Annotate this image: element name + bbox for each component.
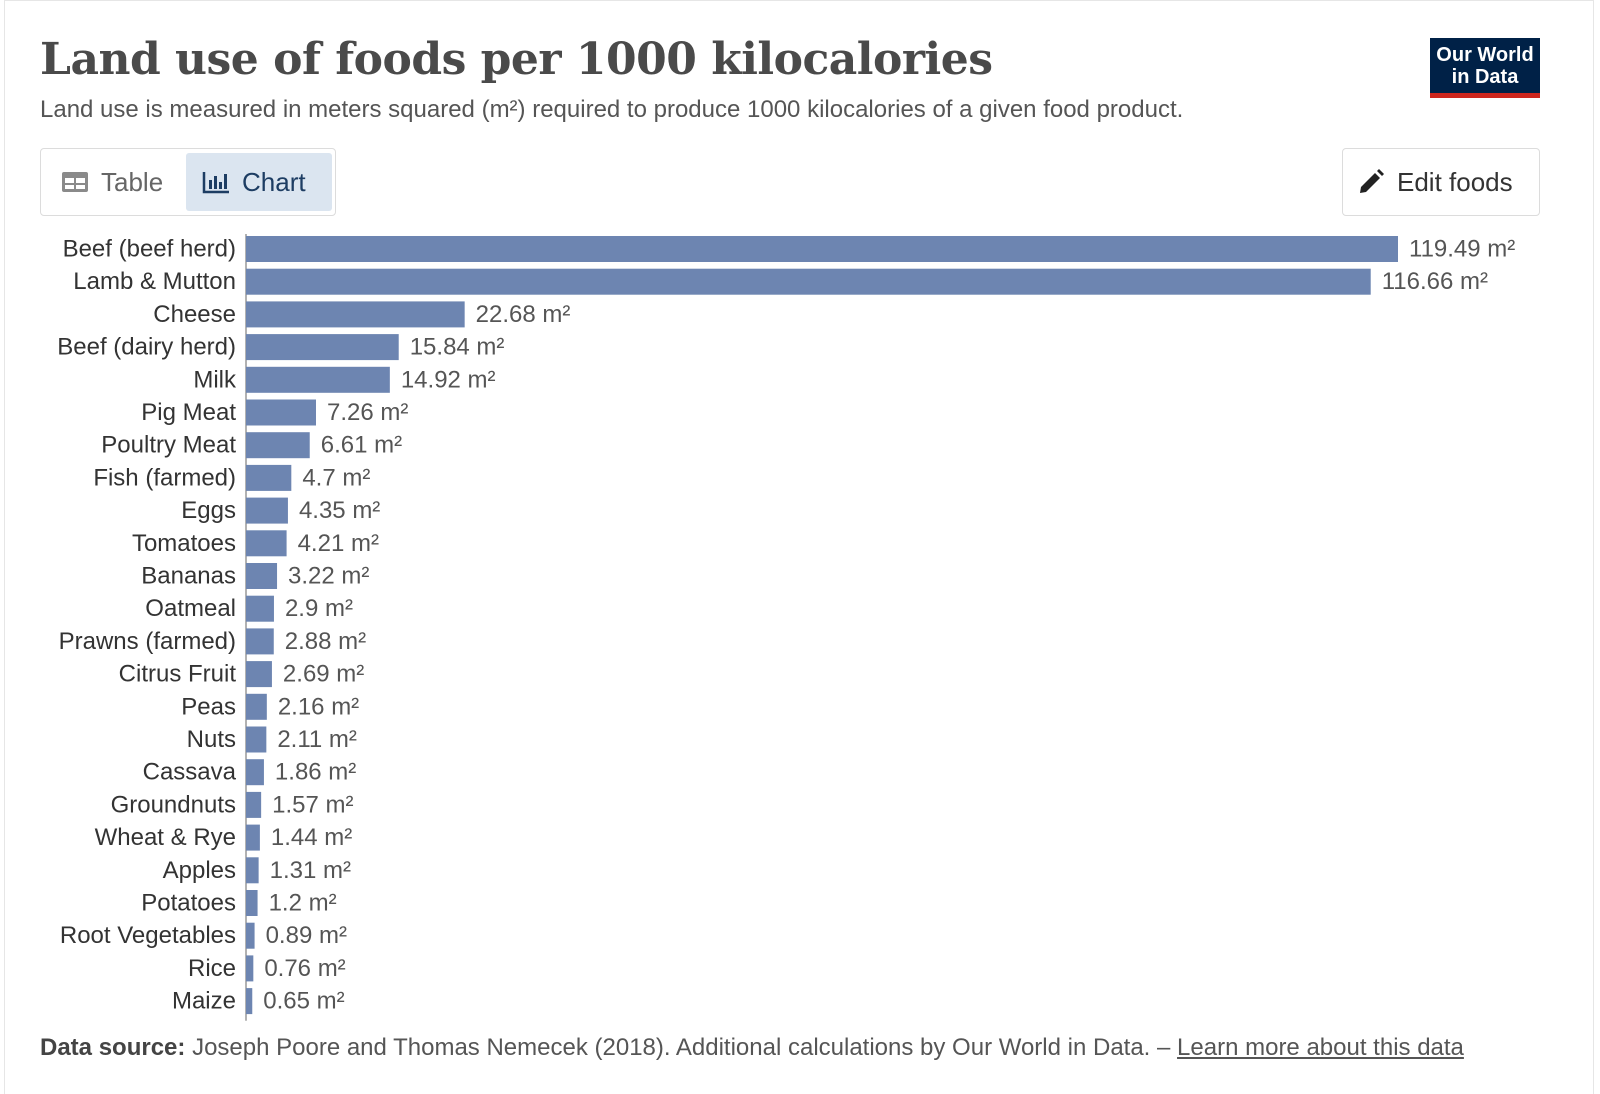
tab-table-label: Table [101, 166, 164, 197]
bar[interactable] [246, 464, 292, 491]
value-label: 116.66 m² [1382, 268, 1488, 295]
bar[interactable] [246, 301, 465, 328]
bar[interactable] [246, 399, 316, 426]
category-label: Cassava [143, 759, 237, 786]
bar[interactable] [246, 628, 274, 655]
value-label: 2.16 m² [278, 693, 359, 720]
bar[interactable] [246, 955, 254, 982]
bar-chart: Beef (beef herd) 119.49 m² Lamb & Mutton 11… [57, 234, 1515, 1021]
category-label: Potatoes [141, 890, 236, 917]
chart-title: Land use of foods per 1000 kilocalories [40, 34, 993, 85]
bar[interactable] [246, 563, 278, 589]
pencil-icon [1360, 169, 1384, 193]
bar-chart-icon [202, 172, 229, 194]
category-label: Bananas [141, 563, 236, 590]
category-label: Maize [172, 988, 236, 1015]
value-label: 1.86 m² [275, 759, 356, 786]
value-label: 1.57 m² [272, 791, 353, 818]
category-label: Lamb & Mutton [73, 268, 236, 295]
logo-line-2: in Data [1451, 66, 1519, 88]
value-label: 2.88 m² [285, 628, 366, 655]
category-label: Poultry Meat [101, 432, 236, 459]
bar[interactable] [246, 988, 253, 1015]
bar[interactable] [246, 759, 264, 786]
category-label: Apples [163, 857, 236, 884]
owid-logo[interactable]: Our World in Data [1430, 38, 1540, 98]
tab-table[interactable]: Table [47, 153, 187, 211]
category-label: Rice [188, 955, 236, 982]
value-label: 22.68 m² [476, 301, 571, 328]
bar[interactable] [246, 268, 1371, 295]
category-label: Cheese [153, 301, 236, 328]
category-label: Beef (beef herd) [63, 236, 236, 263]
value-label: 1.31 m² [270, 857, 351, 884]
learn-more-link[interactable]: Learn more about this data [1177, 1034, 1464, 1061]
value-label: 4.35 m² [299, 497, 380, 524]
category-label: Wheat & Rye [95, 824, 236, 851]
category-label: Pig Meat [141, 399, 236, 426]
footer: Data source: Joseph Poore and Thomas Nem… [40, 1034, 1464, 1062]
source-label: Data source: [40, 1034, 186, 1061]
bar[interactable] [246, 857, 259, 884]
category-label: Tomatoes [132, 530, 236, 557]
category-label: Citrus Fruit [119, 661, 237, 688]
bar[interactable] [246, 726, 267, 753]
category-label: Nuts [187, 726, 236, 753]
bar[interactable] [246, 530, 287, 557]
bar[interactable] [246, 791, 262, 818]
category-label: Groundnuts [111, 791, 236, 818]
value-label: 3.22 m² [288, 563, 369, 590]
category-label: Fish (farmed) [93, 464, 236, 491]
tab-chart[interactable]: Chart [186, 153, 332, 211]
edit-foods-button[interactable]: Edit foods [1342, 148, 1540, 216]
view-tabs: Table Chart [40, 148, 336, 216]
bar[interactable] [246, 432, 310, 459]
bar[interactable] [246, 334, 399, 361]
bar[interactable] [246, 824, 260, 851]
table-icon [62, 172, 88, 192]
bar[interactable] [246, 236, 1398, 262]
category-label: Prawns (farmed) [59, 628, 236, 655]
value-label: 4.7 m² [302, 464, 370, 491]
value-label: 2.69 m² [283, 661, 364, 688]
category-label: Peas [181, 693, 236, 720]
bar[interactable] [246, 497, 288, 524]
chart-subtitle: Land use is measured in meters squared (… [40, 96, 1184, 123]
chart-frame [4, 0, 1594, 1094]
value-label: 4.21 m² [298, 530, 379, 557]
value-label: 2.9 m² [285, 595, 353, 622]
bar[interactable] [246, 595, 274, 622]
category-label: Milk [193, 366, 237, 393]
value-label: 7.26 m² [327, 399, 408, 426]
value-label: 15.84 m² [410, 334, 505, 361]
value-label: 119.49 m² [1409, 236, 1515, 263]
bar[interactable] [246, 890, 258, 916]
logo-line-1: Our World [1436, 44, 1534, 66]
tab-chart-label: Chart [242, 166, 306, 197]
category-label: Eggs [181, 497, 236, 524]
value-label: 0.65 m² [263, 988, 344, 1015]
value-label: 1.44 m² [271, 824, 352, 851]
category-label: Root Vegetables [60, 922, 236, 949]
value-label: 1.2 m² [269, 890, 337, 917]
value-label: 0.89 m² [266, 922, 347, 949]
value-label: 0.76 m² [264, 955, 345, 982]
value-label: 2.11 m² [277, 726, 357, 753]
category-label: Beef (dairy herd) [57, 334, 236, 361]
value-label: 14.92 m² [401, 366, 496, 393]
edit-foods-label: Edit foods [1397, 166, 1513, 197]
source-text: Joseph Poore and Thomas Nemecek (2018). … [192, 1034, 1171, 1061]
bar[interactable] [246, 661, 272, 688]
category-label: Oatmeal [145, 595, 236, 622]
bar[interactable] [246, 922, 255, 949]
value-label: 6.61 m² [321, 432, 402, 459]
bar[interactable] [246, 693, 267, 720]
bar[interactable] [246, 366, 390, 393]
